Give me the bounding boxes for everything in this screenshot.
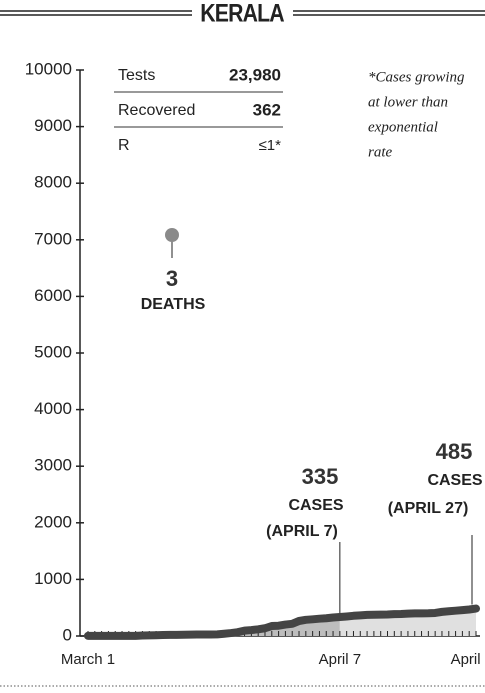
x-tick-label: March 1 — [61, 651, 115, 668]
y-tick-label: 8000 — [34, 173, 72, 192]
stat-label: R — [118, 137, 130, 154]
area-shade — [88, 617, 340, 636]
deaths-label: DEATHS — [141, 296, 206, 313]
deaths-dot — [165, 228, 179, 242]
annotation-value: 335 — [302, 464, 339, 489]
stat-value: 362 — [253, 100, 281, 119]
y-tick-label: 4000 — [34, 399, 72, 418]
annotation-text: CASES — [427, 472, 482, 489]
annotation-text: (APRIL 27) — [388, 500, 469, 517]
stat-value: 23,980 — [229, 65, 281, 84]
deaths-value: 3 — [166, 266, 178, 291]
note-line: *Cases growing — [368, 69, 465, 85]
note-line: exponential — [368, 119, 438, 135]
stat-value: ≤1* — [259, 137, 282, 154]
note-line: rate — [368, 144, 393, 160]
y-tick-label: 0 — [63, 625, 72, 644]
note-line: at lower than — [368, 94, 448, 110]
annotation-text: CASES — [288, 497, 343, 514]
stat-label: Tests — [118, 67, 155, 84]
x-tick-label: April 27 — [451, 651, 485, 668]
y-tick-label: 6000 — [34, 286, 72, 305]
cases-line — [84, 604, 480, 640]
y-tick-label: 5000 — [34, 342, 72, 361]
title-rules — [0, 10, 485, 16]
y-tick-label: 9000 — [34, 116, 72, 135]
annotation-value: 485 — [436, 439, 473, 464]
y-tick-label: 10000 — [25, 59, 72, 78]
annotation-text: (APRIL 7) — [266, 523, 338, 540]
stat-label: Recovered — [118, 102, 195, 119]
y-tick-label: 3000 — [34, 456, 72, 475]
x-tick-label: April 7 — [319, 651, 362, 668]
chart-title: KERALA — [200, 0, 284, 27]
y-tick-label: 1000 — [34, 569, 72, 588]
y-tick-label: 2000 — [34, 512, 72, 531]
y-tick-label: 7000 — [34, 229, 72, 248]
